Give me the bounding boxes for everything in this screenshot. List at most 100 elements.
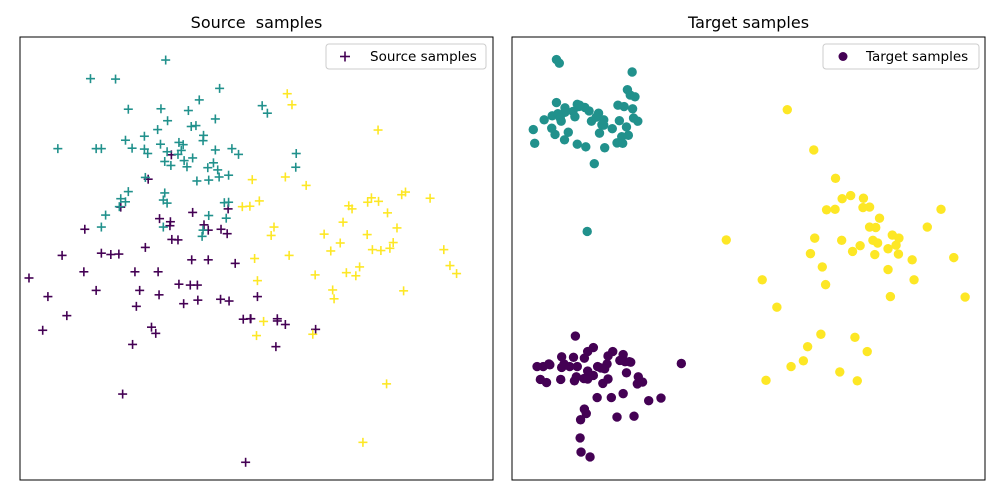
source-point-class-2 <box>347 204 357 214</box>
source-point-class-2 <box>237 202 247 212</box>
target-point-class-2 <box>816 329 826 339</box>
target-point-class-0 <box>592 392 602 403</box>
target-legend: Target samples <box>822 43 980 70</box>
source-point-class-0 <box>230 258 240 268</box>
target-point-class-2 <box>786 361 796 372</box>
source-point-class-0 <box>118 389 128 399</box>
source-point-class-0 <box>203 255 213 265</box>
source-point-class-1 <box>194 95 204 105</box>
source-point-class-0 <box>146 322 156 332</box>
source-point-class-2 <box>376 246 386 256</box>
source-point-class-2 <box>445 261 455 271</box>
target-point-class-1 <box>630 92 640 102</box>
target-point-class-1 <box>563 127 573 137</box>
source-point-class-0 <box>151 328 161 338</box>
source-point-class-1 <box>163 116 173 126</box>
target-point-class-2 <box>868 235 878 246</box>
source-point-class-1 <box>160 188 170 198</box>
source-legend-box <box>325 43 487 70</box>
target-point-class-0 <box>676 358 687 369</box>
source-point-class-1 <box>120 197 130 207</box>
source-point-class-1 <box>291 162 301 172</box>
source-point-class-2 <box>355 262 365 272</box>
target-point-class-1 <box>591 112 601 122</box>
source-point-class-2 <box>310 270 320 280</box>
target-point-class-1 <box>554 58 564 68</box>
target-point-class-1 <box>599 115 609 125</box>
source-point-class-1 <box>224 170 234 180</box>
target-legend-circle-icon <box>838 52 848 61</box>
source-point-class-1 <box>96 144 106 154</box>
source-point-class-2 <box>425 193 435 203</box>
target-point-class-0 <box>575 415 586 425</box>
target-point-class-2 <box>883 264 893 275</box>
source-point-class-1 <box>123 104 133 114</box>
source-point-class-0 <box>140 242 150 252</box>
target-point-class-2 <box>852 376 862 386</box>
source-point-class-0 <box>155 214 165 224</box>
source-legend: Source samples <box>325 43 487 70</box>
source-point-class-0 <box>43 292 53 302</box>
source-point-class-0 <box>185 280 195 290</box>
source-point-class-0 <box>311 324 321 334</box>
target-point-class-0 <box>621 368 632 378</box>
target-point-class-0 <box>556 352 567 362</box>
source-legend-label: Source samples <box>370 49 477 65</box>
source-point-class-2 <box>374 196 384 206</box>
source-point-class-2 <box>284 250 294 260</box>
target-point-class-2 <box>847 246 858 257</box>
target-point-class-1 <box>594 128 605 138</box>
source-point-class-1 <box>101 210 111 220</box>
source-point-class-2 <box>266 230 276 240</box>
source-point-class-1 <box>174 137 184 147</box>
source-point-class-1 <box>224 197 234 207</box>
source-point-class-0 <box>79 267 89 277</box>
target-point-class-0 <box>565 361 575 372</box>
source-plot-frame <box>19 36 494 481</box>
target-point-class-0 <box>643 396 654 406</box>
source-point-class-1 <box>127 143 137 153</box>
source-point-class-2 <box>388 238 398 248</box>
target-point-class-2 <box>845 190 856 201</box>
source-point-class-1 <box>116 194 126 204</box>
source-point-class-1 <box>111 74 121 84</box>
target-point-class-2 <box>858 193 869 203</box>
source-point-class-1 <box>191 121 201 131</box>
target-point-class-2 <box>817 262 827 272</box>
target-point-class-0 <box>618 388 628 399</box>
target-point-class-0 <box>600 364 610 374</box>
target-point-class-2 <box>874 213 885 223</box>
target-point-class-1 <box>530 138 540 149</box>
source-point-class-1 <box>215 83 225 93</box>
target-point-class-1 <box>572 139 582 149</box>
target-point-class-2 <box>802 341 813 352</box>
target-point-class-2 <box>850 332 860 343</box>
source-point-class-2 <box>373 125 383 135</box>
source-point-class-1 <box>173 149 183 159</box>
source-point-class-1 <box>214 172 224 182</box>
source-point-class-2 <box>252 276 262 286</box>
target-point-class-2 <box>936 204 946 215</box>
source-point-class-1 <box>53 144 63 154</box>
source-point-class-0 <box>173 235 183 245</box>
source-point-class-1 <box>179 156 189 166</box>
target-point-class-0 <box>582 366 593 376</box>
target-point-class-2 <box>821 205 832 215</box>
target-point-class-1 <box>619 101 629 112</box>
source-point-class-2 <box>308 329 318 339</box>
target-point-class-2 <box>772 302 782 312</box>
target-point-class-1 <box>559 135 570 145</box>
target-point-class-0 <box>532 361 542 372</box>
source-point-class-0 <box>224 296 234 306</box>
source-point-class-2 <box>338 217 348 227</box>
target-point-class-1 <box>581 142 591 152</box>
target-point-class-1 <box>628 113 639 123</box>
source-point-class-1 <box>291 149 301 159</box>
source-point-class-2 <box>287 100 297 110</box>
target-point-class-0 <box>582 346 593 357</box>
source-point-class-2 <box>254 196 264 206</box>
target-point-class-0 <box>572 361 582 372</box>
target-point-class-1 <box>600 143 610 153</box>
source-point-class-1 <box>199 130 209 140</box>
source-point-class-1 <box>213 165 223 175</box>
